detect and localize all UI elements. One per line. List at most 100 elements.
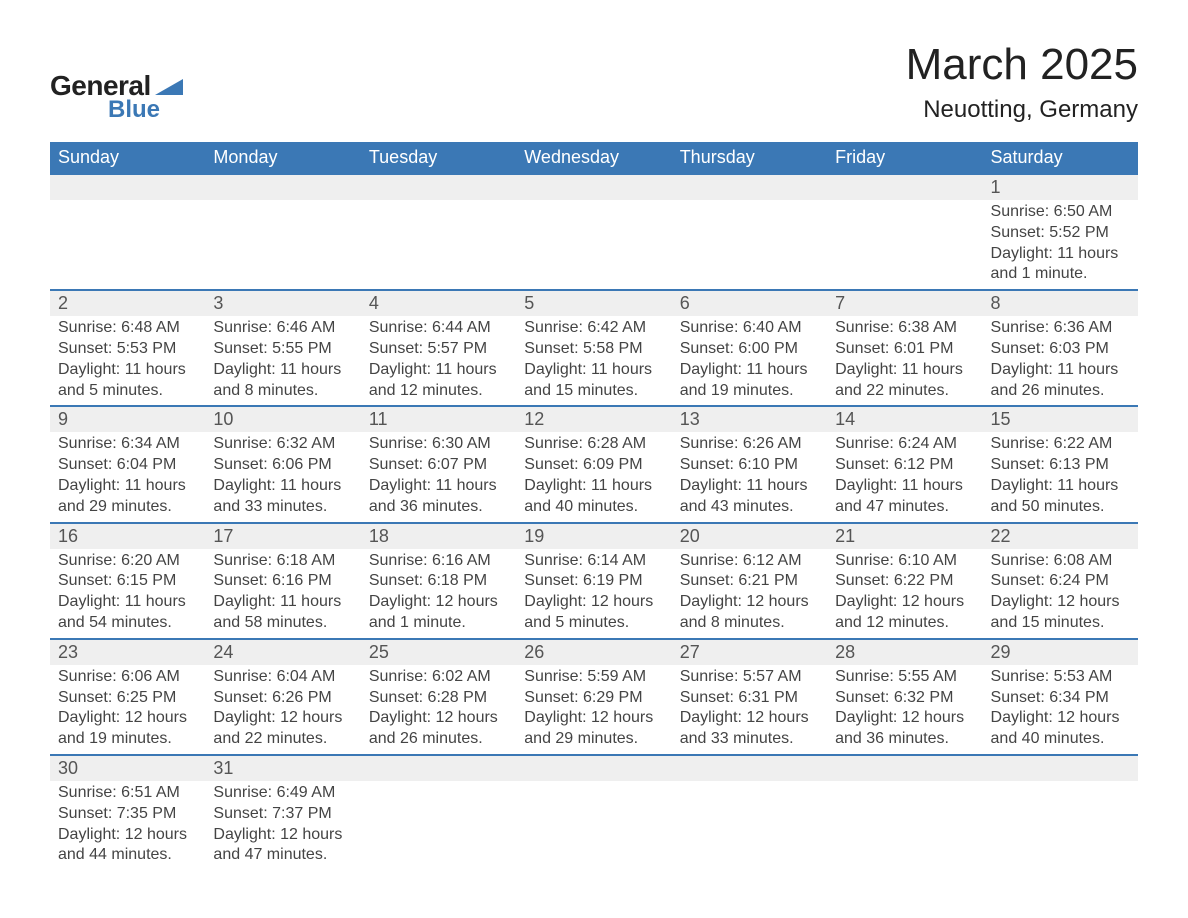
- daynum-row: 9101112131415: [50, 406, 1138, 432]
- daylight-text2: and 29 minutes.: [58, 497, 197, 518]
- location: Neuotting, Germany: [906, 96, 1138, 124]
- sunrise-text: Sunrise: 6:14 AM: [524, 551, 663, 572]
- daylight-text: Daylight: 11 hours: [835, 360, 974, 381]
- daylight-text: Daylight: 12 hours: [213, 708, 352, 729]
- day-number-cell: 6: [672, 290, 827, 316]
- daylight-text: Daylight: 12 hours: [369, 708, 508, 729]
- day-number-cell: 15: [983, 406, 1138, 432]
- day-detail-cell: Sunrise: 6:20 AMSunset: 6:15 PMDaylight:…: [50, 549, 205, 639]
- day-detail-cell: Sunrise: 6:10 AMSunset: 6:22 PMDaylight:…: [827, 549, 982, 639]
- daylight-text: Daylight: 12 hours: [680, 708, 819, 729]
- day-number-cell: [205, 174, 360, 200]
- sunrise-text: Sunrise: 6:10 AM: [835, 551, 974, 572]
- day-number-cell: 5: [516, 290, 671, 316]
- day-number-cell: [516, 755, 671, 781]
- day-detail-cell: [205, 200, 360, 290]
- daylight-text2: and 5 minutes.: [524, 613, 663, 634]
- day-detail-cell: Sunrise: 6:48 AMSunset: 5:53 PMDaylight:…: [50, 316, 205, 406]
- day-detail-cell: Sunrise: 6:42 AMSunset: 5:58 PMDaylight:…: [516, 316, 671, 406]
- day-header: Tuesday: [361, 142, 516, 174]
- sunset-text: Sunset: 6:18 PM: [369, 571, 508, 592]
- sunrise-text: Sunrise: 6:50 AM: [991, 202, 1130, 223]
- sunrise-text: Sunrise: 6:18 AM: [213, 551, 352, 572]
- daylight-text2: and 47 minutes.: [835, 497, 974, 518]
- header: General Blue March 2025 Neuotting, Germa…: [50, 40, 1138, 124]
- day-number-cell: [672, 174, 827, 200]
- sunset-text: Sunset: 6:01 PM: [835, 339, 974, 360]
- day-number-cell: 4: [361, 290, 516, 316]
- day-detail-cell: Sunrise: 6:40 AMSunset: 6:00 PMDaylight:…: [672, 316, 827, 406]
- detail-row: Sunrise: 6:06 AMSunset: 6:25 PMDaylight:…: [50, 665, 1138, 755]
- sunset-text: Sunset: 6:25 PM: [58, 688, 197, 709]
- daylight-text2: and 29 minutes.: [524, 729, 663, 750]
- sunset-text: Sunset: 7:37 PM: [213, 804, 352, 825]
- day-detail-cell: Sunrise: 6:32 AMSunset: 6:06 PMDaylight:…: [205, 432, 360, 522]
- daylight-text2: and 36 minutes.: [835, 729, 974, 750]
- day-detail-cell: [827, 781, 982, 870]
- day-detail-cell: [827, 200, 982, 290]
- day-detail-cell: Sunrise: 6:30 AMSunset: 6:07 PMDaylight:…: [361, 432, 516, 522]
- day-detail-cell: Sunrise: 5:59 AMSunset: 6:29 PMDaylight:…: [516, 665, 671, 755]
- sunrise-text: Sunrise: 6:38 AM: [835, 318, 974, 339]
- daylight-text: Daylight: 11 hours: [58, 592, 197, 613]
- sunrise-text: Sunrise: 6:26 AM: [680, 434, 819, 455]
- day-detail-cell: Sunrise: 6:24 AMSunset: 6:12 PMDaylight:…: [827, 432, 982, 522]
- day-number-cell: [827, 174, 982, 200]
- sunset-text: Sunset: 6:24 PM: [991, 571, 1130, 592]
- day-number-cell: 28: [827, 639, 982, 665]
- day-number-cell: 21: [827, 523, 982, 549]
- day-detail-cell: [361, 781, 516, 870]
- sunset-text: Sunset: 6:07 PM: [369, 455, 508, 476]
- day-detail-cell: Sunrise: 6:06 AMSunset: 6:25 PMDaylight:…: [50, 665, 205, 755]
- daylight-text: Daylight: 11 hours: [58, 476, 197, 497]
- daylight-text2: and 5 minutes.: [58, 381, 197, 402]
- day-number-cell: 18: [361, 523, 516, 549]
- sunrise-text: Sunrise: 6:36 AM: [991, 318, 1130, 339]
- sunset-text: Sunset: 5:55 PM: [213, 339, 352, 360]
- daylight-text: Daylight: 11 hours: [680, 476, 819, 497]
- daylight-text: Daylight: 12 hours: [369, 592, 508, 613]
- daylight-text: Daylight: 11 hours: [58, 360, 197, 381]
- day-detail-cell: Sunrise: 6:51 AMSunset: 7:35 PMDaylight:…: [50, 781, 205, 870]
- logo: General Blue: [50, 70, 183, 124]
- day-number-cell: 13: [672, 406, 827, 432]
- sunrise-text: Sunrise: 6:48 AM: [58, 318, 197, 339]
- daynum-row: 1: [50, 174, 1138, 200]
- day-detail-cell: Sunrise: 5:55 AMSunset: 6:32 PMDaylight:…: [827, 665, 982, 755]
- day-number-cell: [50, 174, 205, 200]
- detail-row: Sunrise: 6:51 AMSunset: 7:35 PMDaylight:…: [50, 781, 1138, 870]
- day-number-cell: 22: [983, 523, 1138, 549]
- daylight-text2: and 36 minutes.: [369, 497, 508, 518]
- sunset-text: Sunset: 5:52 PM: [991, 223, 1130, 244]
- sunset-text: Sunset: 6:04 PM: [58, 455, 197, 476]
- day-number-cell: 10: [205, 406, 360, 432]
- day-number-cell: 25: [361, 639, 516, 665]
- day-detail-cell: Sunrise: 6:34 AMSunset: 6:04 PMDaylight:…: [50, 432, 205, 522]
- calendar-body: 1 Sunrise: 6:50 AMSunset: 5:52 PM Dayligh…: [50, 174, 1138, 870]
- day-detail-cell: [516, 200, 671, 290]
- daynum-row: 16171819202122: [50, 523, 1138, 549]
- daylight-text: Daylight: 12 hours: [680, 592, 819, 613]
- sunset-text: Sunset: 6:09 PM: [524, 455, 663, 476]
- daylight-text: Daylight: 12 hours: [524, 708, 663, 729]
- sunrise-text: Sunrise: 5:53 AM: [991, 667, 1130, 688]
- day-number-cell: 2: [50, 290, 205, 316]
- day-detail-cell: Sunrise: 6:28 AMSunset: 6:09 PMDaylight:…: [516, 432, 671, 522]
- sunset-text: Sunset: 6:00 PM: [680, 339, 819, 360]
- day-number-cell: [827, 755, 982, 781]
- day-header: Monday: [205, 142, 360, 174]
- day-number-cell: 23: [50, 639, 205, 665]
- day-detail-cell: Sunrise: 6:12 AMSunset: 6:21 PMDaylight:…: [672, 549, 827, 639]
- daylight-text: Daylight: 12 hours: [991, 708, 1130, 729]
- daylight-text2: and 8 minutes.: [680, 613, 819, 634]
- sunrise-text: Sunrise: 6:12 AM: [680, 551, 819, 572]
- day-number-cell: 11: [361, 406, 516, 432]
- daylight-text2: and 40 minutes.: [524, 497, 663, 518]
- daylight-text2: and 33 minutes.: [680, 729, 819, 750]
- sunset-text: Sunset: 6:21 PM: [680, 571, 819, 592]
- daylight-text: Daylight: 12 hours: [524, 592, 663, 613]
- day-detail-cell: Sunrise: 6:38 AMSunset: 6:01 PMDaylight:…: [827, 316, 982, 406]
- day-number-cell: 30: [50, 755, 205, 781]
- day-header: Wednesday: [516, 142, 671, 174]
- day-detail-cell: Sunrise: 6:49 AMSunset: 7:37 PMDaylight:…: [205, 781, 360, 870]
